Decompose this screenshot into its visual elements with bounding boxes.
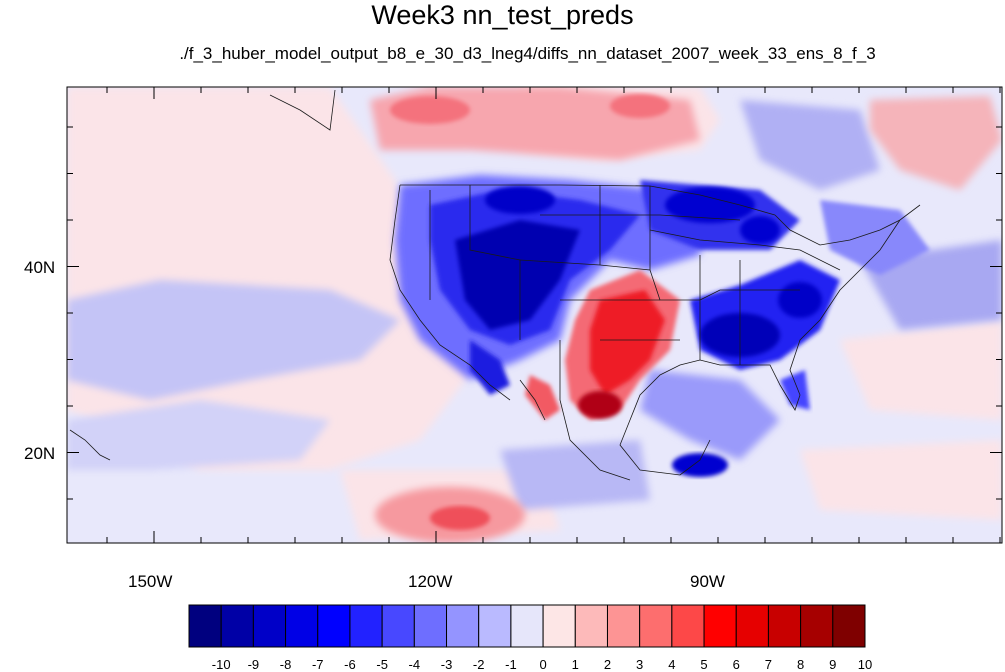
colorbar-label: -3 [440, 657, 453, 672]
chart-title: Week3 nn_test_preds [371, 0, 634, 30]
colorbar-label: -10 [211, 657, 231, 672]
lat-label-40n: 40N [24, 258, 56, 277]
colorbar-label: 5 [700, 657, 708, 672]
colorbar-label: 9 [829, 657, 837, 672]
colorbar-box [446, 604, 480, 648]
colorbar-label: 1 [571, 657, 579, 672]
axis-ticks [67, 87, 1002, 543]
plot-frame [66, 86, 1003, 544]
colorbar-box [542, 604, 576, 648]
colorbar-box [735, 604, 769, 648]
colorbar-label: 8 [796, 657, 805, 672]
colorbar-box [188, 604, 222, 648]
lon-label-150w: 150W [128, 572, 173, 591]
colorbar-box [800, 604, 834, 648]
chart-subtitle: ./f_3_huber_model_output_b8_e_30_d3_lneg… [179, 44, 876, 63]
colorbar-label: -1 [505, 657, 517, 672]
colorbar-box [574, 604, 608, 648]
colorbar-box [349, 604, 383, 648]
colorbar-label: -4 [408, 657, 421, 672]
colorbar-box [252, 604, 287, 648]
colorbar-box [606, 604, 641, 648]
colorbar-box [381, 604, 415, 648]
colorbar-box [832, 604, 866, 648]
lat-label-20n: 20N [24, 444, 56, 463]
colorbar-label: 10 [857, 657, 873, 672]
colorbar-box [285, 604, 319, 648]
colorbar-label: -6 [344, 657, 356, 672]
colorbar-box [478, 604, 512, 648]
colorbar-label: -7 [311, 657, 324, 672]
colorbar-box [767, 604, 802, 648]
lon-label-120w: 120W [408, 572, 453, 591]
colorbar-box [639, 604, 673, 648]
coastlines [69, 89, 921, 481]
colorbar-label: 0 [539, 657, 547, 672]
colorbar-label: 6 [732, 657, 740, 672]
colorbar-box [413, 604, 448, 648]
colorbar-label: 2 [603, 657, 612, 672]
colorbar-label: -8 [279, 657, 292, 672]
lon-label-90w: 90W [690, 572, 725, 591]
colorbar-box [671, 604, 705, 648]
colorbar-box [220, 604, 254, 648]
colorbar-label: -9 [247, 657, 260, 672]
colorbar [188, 604, 866, 648]
colorbar-label: 7 [764, 657, 773, 672]
colorbar-label: -5 [376, 657, 388, 672]
colorbar-label: 3 [636, 657, 644, 672]
colorbar-label: -2 [472, 657, 485, 672]
colorbar-box [510, 604, 544, 648]
anomaly-field [67, 87, 1002, 543]
colorbar-box [317, 604, 351, 648]
colorbar-label: 4 [668, 657, 676, 672]
colorbar-box [703, 604, 737, 648]
